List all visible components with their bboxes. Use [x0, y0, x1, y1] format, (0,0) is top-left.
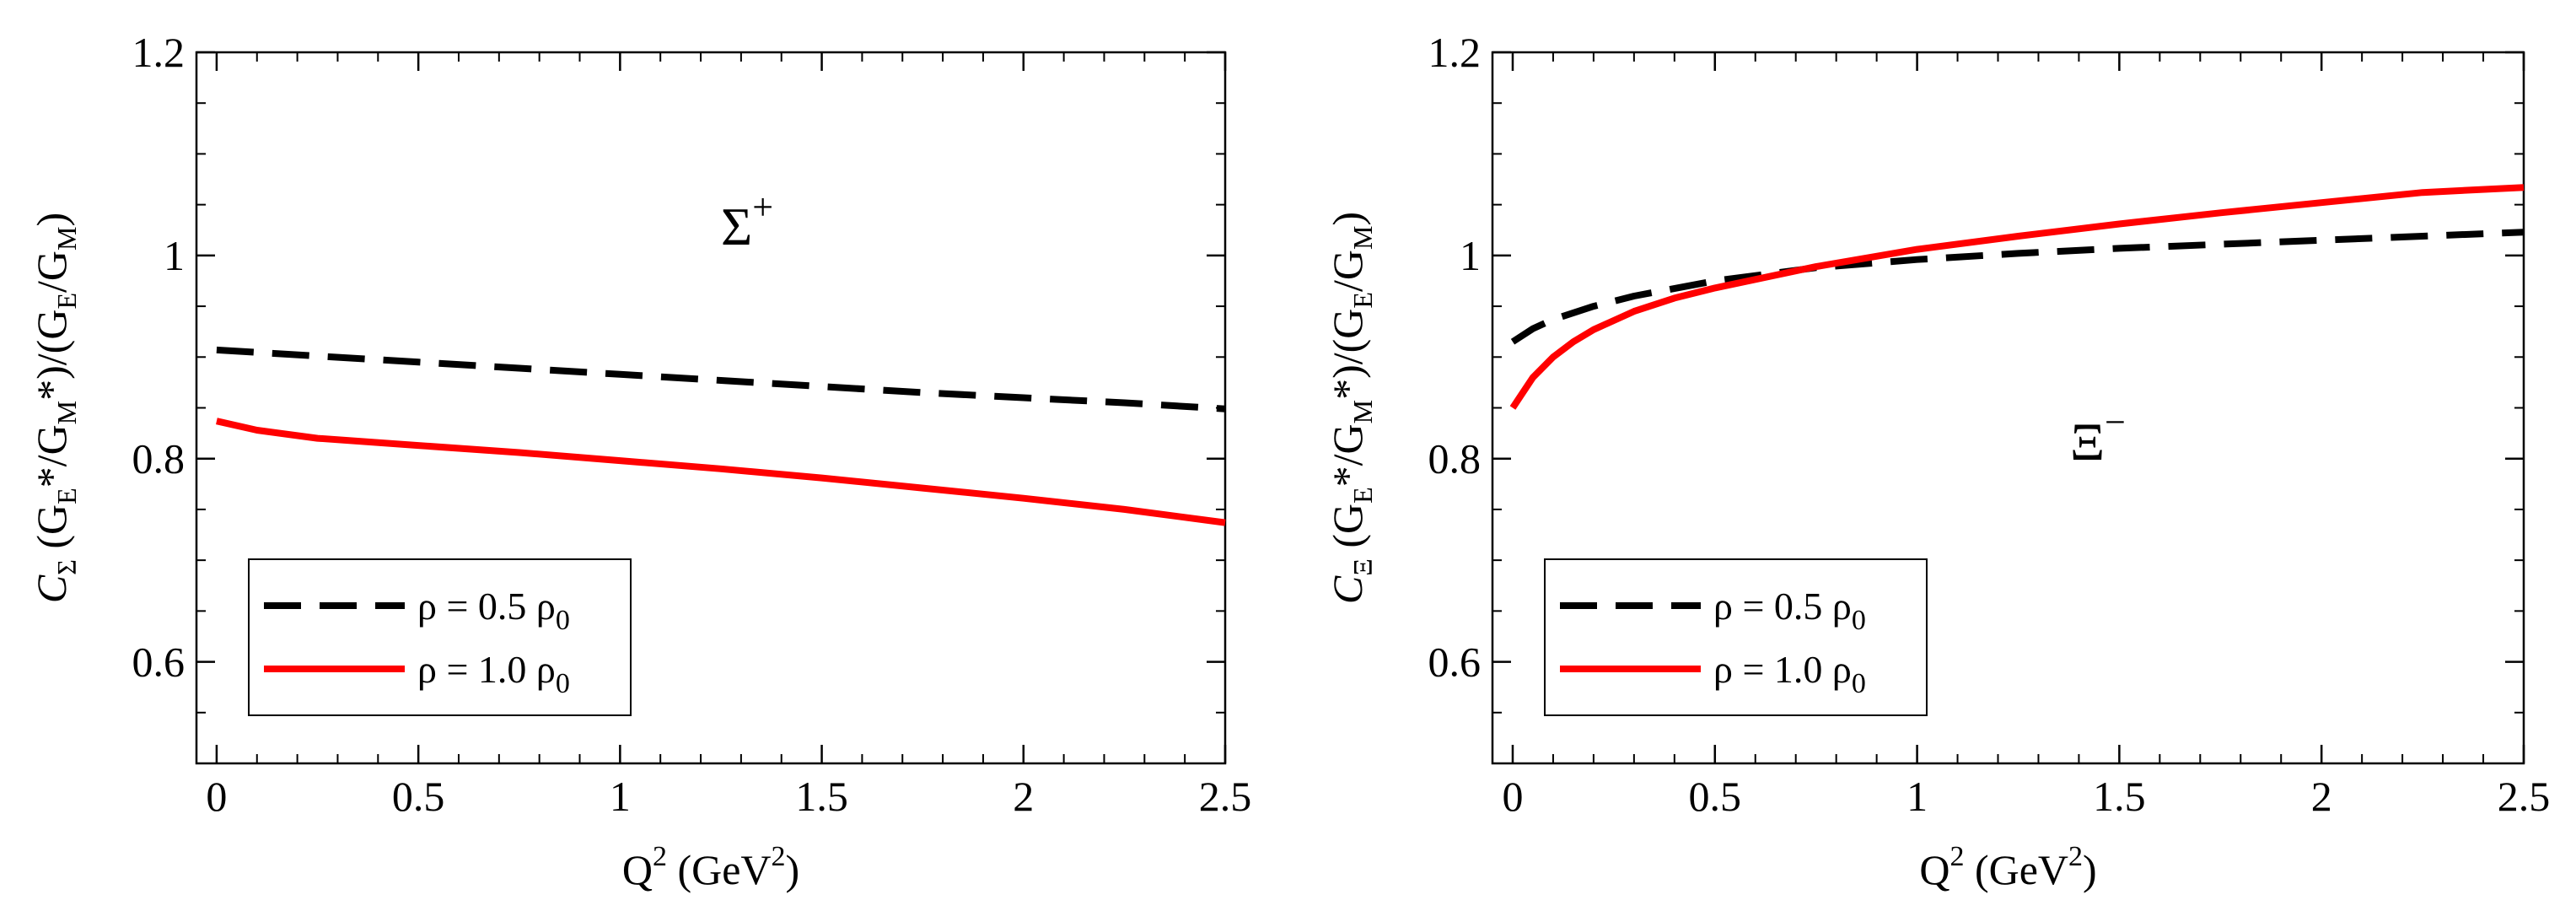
chart-panel-right: 0 0.5 1 1.5 2 2.5 0.6 0.8 1 1.2 Ξ− ρ = 0.5 ρ0 ρ = 1.… [1324, 29, 2550, 893]
x-tick-label: 0 [206, 773, 227, 820]
x-tick-label: 1 [610, 773, 631, 820]
legend-label: ρ = 1.0 ρ0 [1713, 648, 1866, 699]
legend-label: ρ = 1.0 ρ0 [417, 648, 570, 699]
y-axis-title: CΞ (GE*/GM*)/(GE/GM) [1324, 212, 1378, 604]
x-tick-label: 0.5 [392, 773, 445, 820]
y-tick-label: 1 [164, 232, 185, 279]
y-tick-label: 1 [1460, 232, 1481, 279]
series-line-rho-1-0 [1509, 184, 2525, 410]
x-tick-label: 1.5 [2093, 773, 2146, 820]
x-tick-label: 2 [1013, 773, 1034, 820]
x-tick-label: 2.5 [2498, 773, 2551, 820]
legend-box [1544, 558, 1928, 716]
y-tick-label: 1.2 [132, 29, 186, 76]
legend-label: ρ = 0.5 ρ0 [417, 585, 570, 636]
series-line-rho-0-5 [216, 346, 1226, 412]
y-tick-label: 1.2 [1428, 29, 1482, 76]
y-axis-title: CΣ (GE*/GM*)/(GE/GM) [28, 213, 82, 603]
y-tick-label: 0.8 [132, 435, 186, 482]
y-tick-label: 0.6 [132, 639, 186, 686]
x-tick-label: 2.5 [1199, 773, 1252, 820]
series-line-rho-0-5 [1510, 229, 2525, 345]
x-tick-label: 1.5 [795, 773, 848, 820]
y-tick-label: 0.6 [1428, 639, 1482, 686]
x-tick-label: 0.5 [1689, 773, 1742, 820]
legend-label: ρ = 0.5 ρ0 [1713, 585, 1866, 636]
x-tick-label: 2 [2311, 773, 2332, 820]
panel-label: Σ+ [721, 186, 773, 256]
x-tick-label: 1 [1906, 773, 1928, 820]
panel-label: Ξ− [2070, 402, 2126, 472]
legend-box [248, 558, 632, 716]
x-axis-title: Q2 (GeV2) [1919, 841, 2096, 893]
x-axis-title: Q2 (GeV2) [622, 841, 799, 893]
x-tick-label: 0 [1502, 773, 1523, 820]
y-tick-label: 0.8 [1428, 435, 1482, 482]
chart-panel-left: 0 0.5 1 1.5 2 2.5 0.6 0.8 1 1.2 Σ+ ρ = 0.5 ρ0 ρ = 1.… [28, 29, 1251, 893]
series-line-rho-1-0 [216, 418, 1226, 526]
